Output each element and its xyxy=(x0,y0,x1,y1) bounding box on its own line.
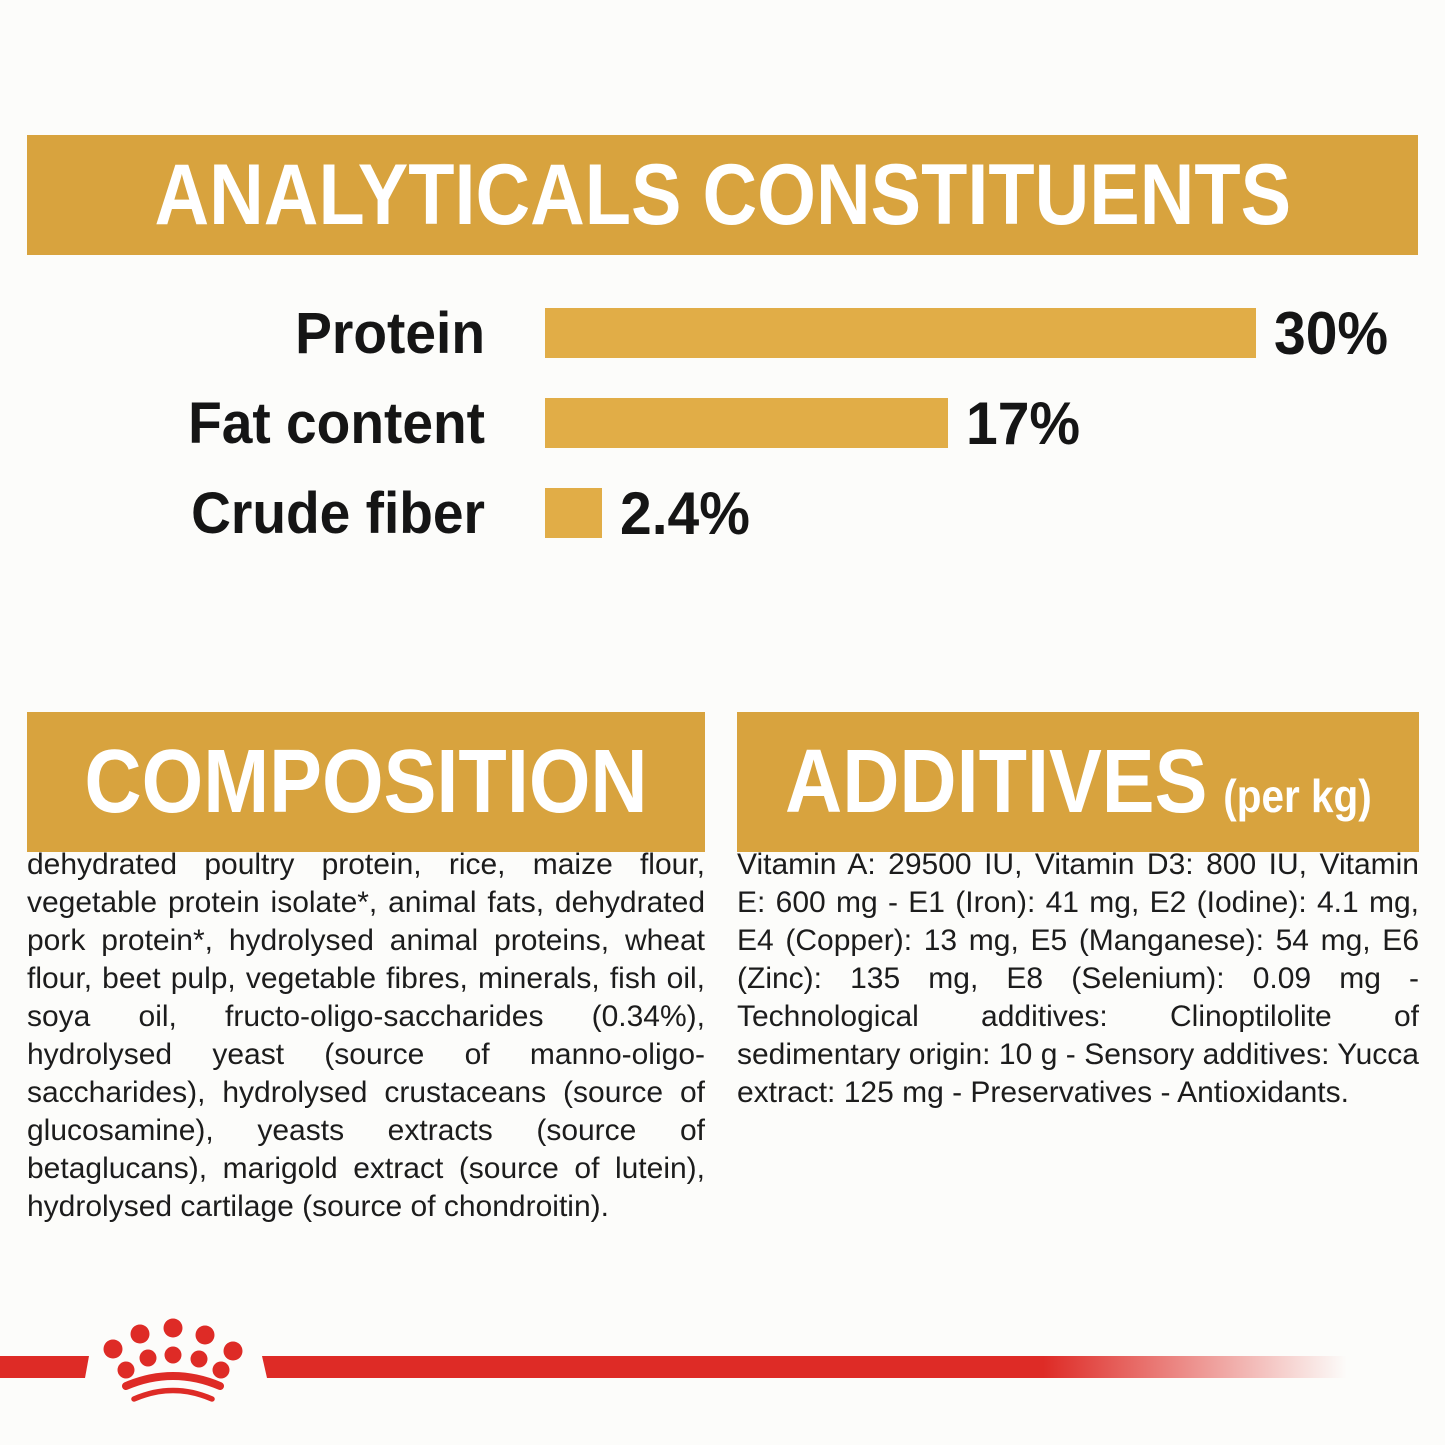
analyticals-bar-chart: Protein 30% Fat content 17% Crude fiber … xyxy=(0,0,1445,600)
bar xyxy=(545,308,1256,358)
additives-header: ADDITIVES (per kg) xyxy=(737,712,1419,852)
bar-value: 17% xyxy=(966,389,1081,457)
composition-header: COMPOSITION xyxy=(27,712,705,852)
additives-title: ADDITIVES xyxy=(784,732,1208,832)
chart-row-protein: Protein 30% xyxy=(0,299,1445,367)
analyticals-banner: ANALYTICALS CONSTITUENTS xyxy=(27,135,1418,255)
banner-title: ANALYTICALS CONSTITUENTS xyxy=(154,147,1291,243)
bar xyxy=(545,488,602,538)
bar-value: 2.4% xyxy=(620,479,750,547)
royal-canin-crown-icon xyxy=(103,1318,243,1402)
chart-row-crude-fiber: Crude fiber 2.4% xyxy=(0,479,1445,547)
additives-body: Vitamin A: 29500 IU, Vitamin D3: 800 IU,… xyxy=(737,848,1419,1109)
red-stripe-left xyxy=(0,1356,89,1378)
chart-row-fat-content: Fat content 17% xyxy=(0,389,1445,457)
additives-title-suffix: (per kg) xyxy=(1222,770,1372,822)
red-stripe-right xyxy=(262,1356,1347,1378)
bar-value: 30% xyxy=(1274,299,1389,367)
composition-body: dehydrated poultry protein, rice, maize … xyxy=(27,848,705,1223)
bar-label: Fat content xyxy=(188,390,486,456)
bar xyxy=(545,398,948,448)
composition-title: COMPOSITION xyxy=(84,732,648,832)
bar-label: Protein xyxy=(295,300,485,366)
bar-label: Crude fiber xyxy=(191,480,485,546)
